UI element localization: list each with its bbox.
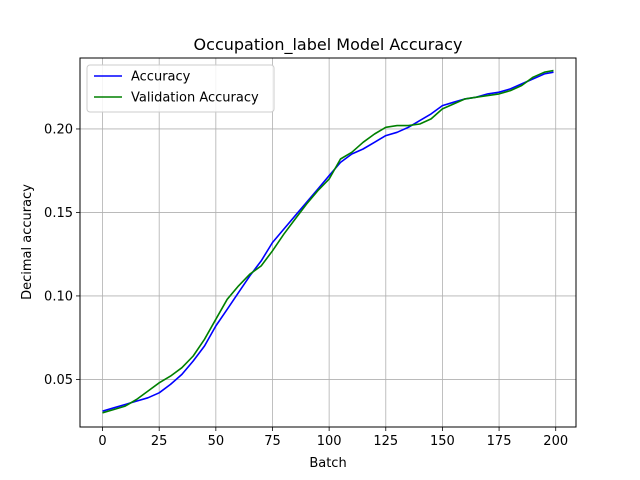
y-axis-title: Decimal accuracy [20,184,35,300]
y-tick-label: 0.10 [44,289,73,304]
chart-title: Occupation_label Model Accuracy [194,35,463,55]
x-tick-label: 175 [487,434,512,449]
x-axis-title: Batch [309,456,346,471]
plot-frame [79,57,577,428]
series-line-validation-accuracy [102,69,554,414]
x-tick-label: 125 [373,434,398,449]
x-tick-label: 150 [430,434,455,449]
legend-label: Accuracy [131,70,191,85]
x-tick-label: 100 [317,434,342,449]
x-tick-label: 50 [208,434,225,449]
legend: Accuracy Validation Accuracy [86,64,275,113]
y-tick-label: 0.20 [44,122,73,137]
legend-box [86,64,275,113]
series-lines [102,69,554,414]
x-tick-label: 200 [543,434,568,449]
axis-ticks: 0 25 50 75 100 125 150 175 200 0.05 0.10 0.15 0.20 [44,122,568,449]
x-tick-label: 75 [264,434,281,449]
y-tick-label: 0.15 [44,206,73,221]
legend-label: Validation Accuracy [131,91,259,106]
x-tick-label: 0 [98,434,106,449]
grid-lines [80,58,576,427]
x-tick-label: 25 [151,434,168,449]
y-tick-label: 0.05 [44,373,73,388]
